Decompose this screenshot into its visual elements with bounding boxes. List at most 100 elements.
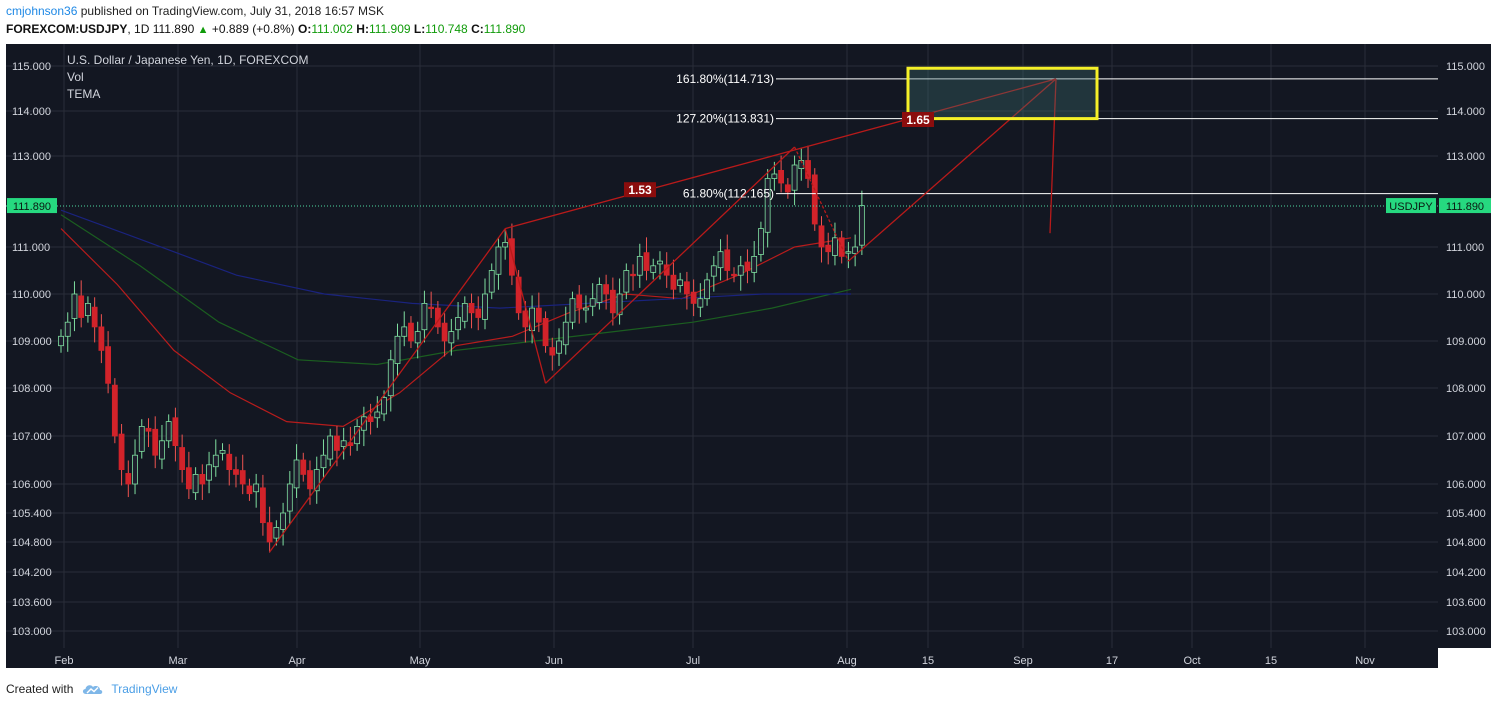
y-tick-label-right: 103.600 — [1446, 597, 1486, 609]
candle-up — [636, 255, 643, 276]
candle-down — [549, 347, 556, 356]
y-tick-label-left: 104.200 — [12, 567, 52, 579]
candle-down — [266, 522, 273, 543]
up-arrow-icon: ▲ — [197, 24, 209, 36]
indicator-label: Vol — [67, 70, 84, 84]
candle-up — [138, 425, 145, 452]
candle-up — [286, 483, 293, 512]
candle-up — [374, 411, 381, 419]
candle-up — [165, 421, 172, 442]
candle-up — [589, 298, 596, 307]
candle-up — [206, 464, 212, 481]
x-tick-label: Sep — [1013, 655, 1033, 667]
candle-up — [858, 205, 865, 246]
x-tick-label: Feb — [55, 655, 74, 667]
y-tick-label-right: 104.800 — [1446, 537, 1486, 549]
y-tick-label-left: 105.400 — [12, 508, 52, 520]
x-tick-label: Aug — [837, 655, 857, 667]
candle-down — [509, 238, 515, 276]
low-value: 110.748 — [425, 22, 468, 36]
drawings[interactable] — [6, 66, 1438, 553]
candle-down — [630, 273, 636, 277]
indicator-label: TEMA — [67, 87, 100, 101]
ratio-label: 1.53 — [628, 183, 652, 197]
chart-area[interactable]: 115.000 115.000 114.000 114.000 113.000 113.0… — [6, 44, 1491, 668]
candle-down — [428, 306, 435, 310]
candle-down — [515, 276, 522, 314]
time-axis[interactable] — [6, 648, 1438, 668]
candle-down — [300, 459, 307, 475]
candle-up — [293, 459, 300, 489]
candle-down — [145, 427, 152, 432]
y-tick-label-right: 108.000 — [1446, 383, 1486, 395]
candle-up — [583, 307, 589, 311]
y-tick-label-left: 109.000 — [12, 336, 52, 348]
ratio-label: 1.65 — [906, 113, 930, 127]
candle-up — [751, 255, 758, 273]
candle-down — [307, 470, 313, 490]
candle-up — [219, 449, 226, 454]
chart-labels: 111.890 USDJPY 111.890 161.80%(114.713) 127.… — [7, 53, 1491, 214]
candle-down — [576, 294, 583, 309]
candle-up — [253, 483, 260, 493]
target-zone-box — [906, 66, 1099, 121]
candle-up — [737, 265, 744, 276]
candle-up — [717, 251, 724, 269]
candle-down — [111, 384, 118, 437]
y-tick-label-right: 114.000 — [1446, 106, 1485, 118]
x-tick-label: 15 — [922, 655, 934, 667]
y-tick-label-left: 115.000 — [12, 61, 51, 73]
y-tick-label-left: 104.800 — [12, 537, 52, 549]
candle-down — [199, 473, 206, 485]
close-value: 111.890 — [483, 22, 526, 36]
candle-down — [522, 310, 529, 328]
current-price-tag-right — [1439, 198, 1491, 214]
candle-up — [495, 246, 502, 275]
candle-up — [764, 178, 771, 233]
candle-up — [657, 260, 663, 265]
candle-down — [246, 485, 253, 495]
candle-down — [172, 417, 179, 447]
tradingview-cloud-icon[interactable] — [81, 682, 105, 696]
current-price-tag-left-text: 111.890 — [13, 201, 51, 213]
y-tick-label-right: 103.000 — [1446, 626, 1486, 638]
high-label: H: — [356, 22, 369, 36]
publisher-line: cmjohnson36 published on TradingView.com… — [6, 4, 384, 20]
candle-down — [744, 261, 751, 271]
candle-up — [852, 246, 859, 254]
tradingview-brand-link[interactable]: TradingView — [111, 682, 178, 696]
ratio-badge — [624, 182, 656, 198]
candle-down — [603, 284, 610, 295]
footer: Created with TradingView — [6, 680, 177, 698]
candle-up — [697, 298, 704, 308]
y-tick-label-left: 113.000 — [12, 151, 51, 163]
open-value: 111.002 — [311, 22, 353, 36]
candle-up — [421, 302, 428, 331]
candle-down — [105, 346, 112, 384]
candle-down — [233, 469, 239, 475]
publisher-username[interactable]: cmjohnson36 — [6, 4, 78, 18]
current-price-tag-left — [7, 198, 57, 214]
candle-up — [414, 331, 421, 344]
x-tick-label: Mar — [169, 655, 188, 667]
candle-down — [535, 307, 542, 323]
candle-up — [132, 454, 138, 485]
price-axis[interactable] — [1438, 44, 1491, 648]
candle-down — [367, 416, 374, 422]
candle-up — [280, 512, 286, 530]
price-chart[interactable]: 115.000 115.000 114.000 114.000 113.000 113.0… — [6, 44, 1491, 668]
candle-down — [670, 274, 677, 290]
candle-up — [845, 251, 852, 254]
candle-down — [475, 308, 482, 318]
candle-up — [192, 473, 199, 494]
candle-up — [596, 284, 603, 303]
pattern-leg-ab — [504, 228, 547, 384]
x-tick-label: Jul — [686, 655, 700, 667]
candle-down — [185, 467, 192, 490]
x-tick-label: Jun — [545, 655, 563, 667]
y-tick-label-left: 103.000 — [12, 626, 52, 638]
candle-up — [488, 270, 495, 293]
symbol-ohlc-line: FOREXCOM:USDJPY, 1D 111.890 ▲ +0.889 (+0… — [6, 22, 526, 36]
x-tick-label: Oct — [1183, 655, 1200, 667]
y-tick-label-right: 109.000 — [1446, 336, 1486, 348]
